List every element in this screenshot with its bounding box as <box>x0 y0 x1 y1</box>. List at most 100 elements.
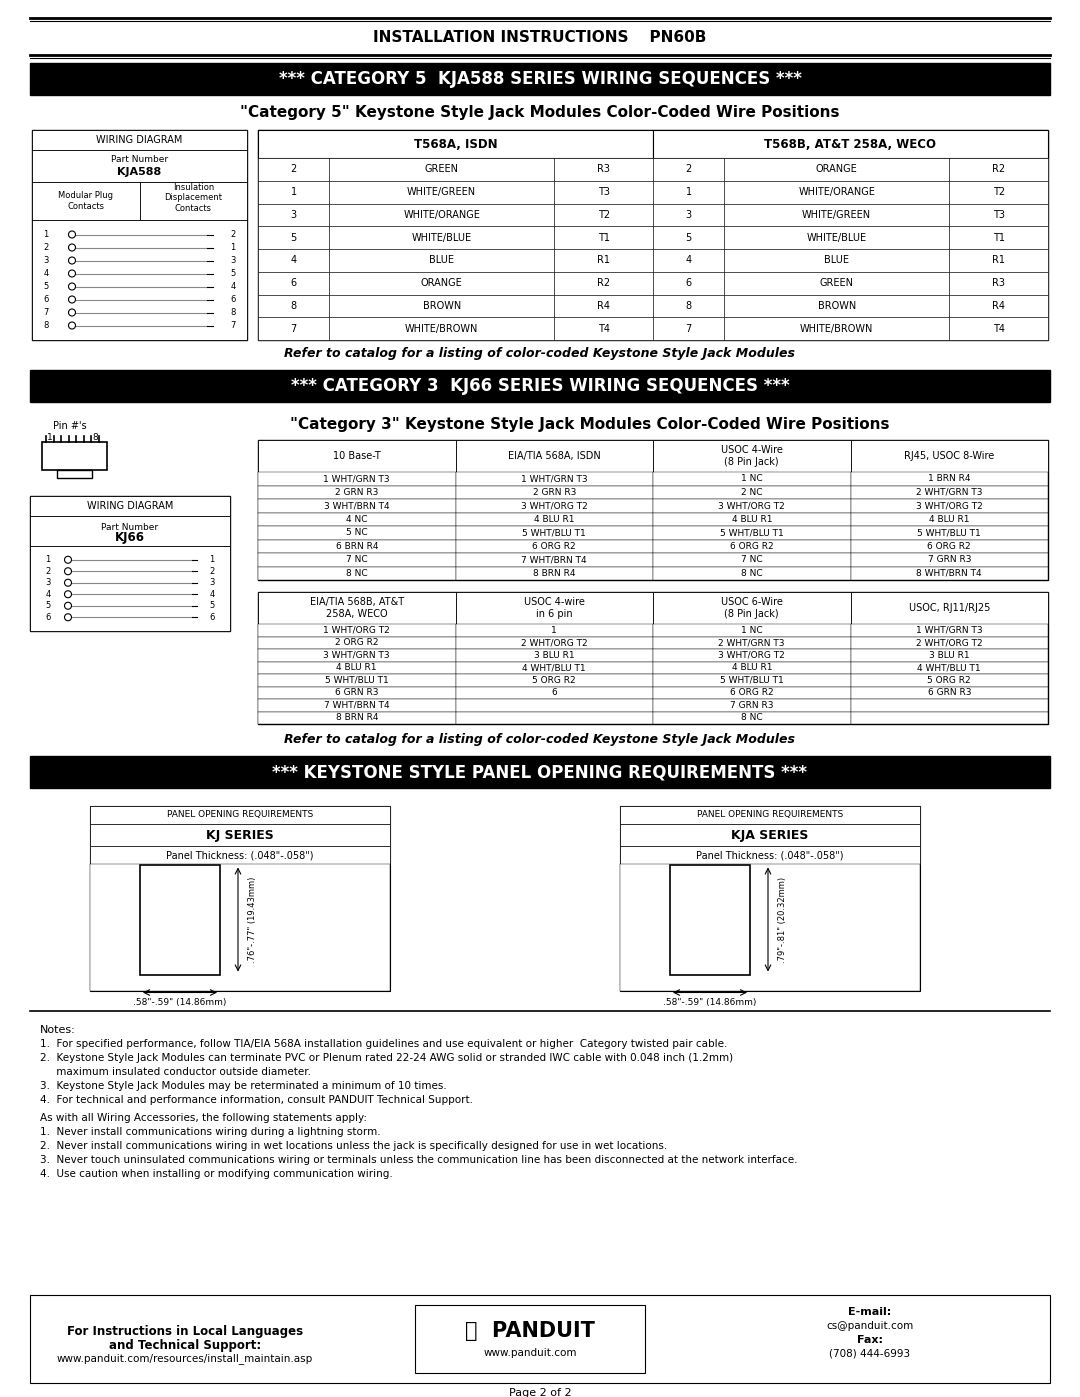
Text: 3 WHT/ORG T2: 3 WHT/ORG T2 <box>718 651 785 659</box>
Bar <box>554 272 653 295</box>
Bar <box>329 180 554 204</box>
Text: 5 ORG R2: 5 ORG R2 <box>532 676 576 685</box>
Text: 1: 1 <box>43 231 49 239</box>
Text: 6: 6 <box>686 278 691 288</box>
Text: EIA/TIA 568A, ISDN: EIA/TIA 568A, ISDN <box>508 451 600 461</box>
Text: 1 NC: 1 NC <box>741 626 762 634</box>
Text: R1: R1 <box>993 256 1005 265</box>
Text: www.panduit.com/resources/install_maintain.asp: www.panduit.com/resources/install_mainta… <box>57 1354 313 1363</box>
Bar <box>32 149 247 182</box>
Bar <box>653 686 851 698</box>
Text: 4 NC: 4 NC <box>346 514 367 524</box>
Text: 5 WHT/BLU T1: 5 WHT/BLU T1 <box>917 528 981 538</box>
Text: 1: 1 <box>686 187 691 197</box>
Text: 4 WHT/BLU T1: 4 WHT/BLU T1 <box>523 664 586 672</box>
Text: 7 GRN R3: 7 GRN R3 <box>730 701 773 710</box>
Text: 1: 1 <box>45 555 51 564</box>
Text: As with all Wiring Accessories, the following statements apply:: As with all Wiring Accessories, the foll… <box>40 1113 367 1123</box>
Text: *** CATEGORY 3  KJ66 SERIES WIRING SEQUENCES ***: *** CATEGORY 3 KJ66 SERIES WIRING SEQUEN… <box>291 377 789 395</box>
Bar <box>949 204 1048 226</box>
Bar <box>258 295 329 317</box>
Text: 2: 2 <box>210 567 215 576</box>
Text: RJ45, USOC 8-Wire: RJ45, USOC 8-Wire <box>904 451 995 461</box>
Bar <box>258 513 456 527</box>
Bar <box>724 204 949 226</box>
Text: 1 NC: 1 NC <box>741 474 762 483</box>
Text: 7: 7 <box>43 307 49 317</box>
Bar <box>851 567 1048 580</box>
Text: GREEN: GREEN <box>820 278 853 288</box>
Bar <box>258 686 456 698</box>
Text: .76"-.77" (19.43mm): .76"-.77" (19.43mm) <box>247 876 257 963</box>
Bar <box>851 486 1048 499</box>
Bar <box>258 272 329 295</box>
Text: 1 WHT/GRN T3: 1 WHT/GRN T3 <box>323 474 390 483</box>
Bar <box>653 650 851 662</box>
Text: 4 BLU R1: 4 BLU R1 <box>731 664 772 672</box>
Text: 6 GRN R3: 6 GRN R3 <box>335 689 378 697</box>
Bar <box>57 469 92 478</box>
Bar <box>456 567 653 580</box>
Bar <box>949 249 1048 272</box>
Text: Refer to catalog for a listing of color-coded Keystone Style Jack Modules: Refer to catalog for a listing of color-… <box>284 733 796 746</box>
Text: 2: 2 <box>291 165 297 175</box>
Bar <box>653 513 851 527</box>
Bar <box>456 472 653 486</box>
Bar <box>258 592 456 624</box>
Bar <box>415 1305 645 1373</box>
Bar <box>724 249 949 272</box>
Bar <box>456 440 653 472</box>
Text: 5: 5 <box>210 601 215 610</box>
Text: 2.  Never install communications wiring in wet locations unless the jack is spec: 2. Never install communications wiring i… <box>40 1141 667 1151</box>
Bar <box>724 226 949 249</box>
Bar <box>42 441 107 469</box>
Bar <box>456 686 653 698</box>
Bar <box>258 180 329 204</box>
Text: 8 NC: 8 NC <box>346 569 367 578</box>
Bar <box>653 486 851 499</box>
Text: 2: 2 <box>43 243 49 251</box>
Text: 8: 8 <box>92 433 98 443</box>
Text: KJ SERIES: KJ SERIES <box>206 828 274 841</box>
Bar <box>258 440 456 472</box>
Text: 4.  Use caution when installing or modifying communication wiring.: 4. Use caution when installing or modify… <box>40 1169 393 1179</box>
Text: 3: 3 <box>291 210 297 219</box>
Text: 1.  For specified performance, follow TIA/EIA 568A installation guidelines and u: 1. For specified performance, follow TIA… <box>40 1039 727 1049</box>
Bar <box>653 317 724 339</box>
Text: 2 WHT/GRN T3: 2 WHT/GRN T3 <box>718 638 785 647</box>
Text: 6 ORG R2: 6 ORG R2 <box>730 689 773 697</box>
Text: 1 WHT/ORG T2: 1 WHT/ORG T2 <box>323 626 390 634</box>
Text: 6 ORG R2: 6 ORG R2 <box>928 542 971 550</box>
Text: 4 BLU R1: 4 BLU R1 <box>534 514 575 524</box>
Bar <box>620 824 920 847</box>
Text: 3 WHT/GRN T3: 3 WHT/GRN T3 <box>323 651 390 659</box>
Bar <box>258 226 329 249</box>
Text: USOC 4-Wire
(8 Pin Jack): USOC 4-Wire (8 Pin Jack) <box>720 446 783 467</box>
Text: WHITE/GREEN: WHITE/GREEN <box>407 187 476 197</box>
Text: Panel Thickness: (.048"-.058"): Panel Thickness: (.048"-.058") <box>166 849 314 861</box>
Bar <box>90 824 390 847</box>
Bar <box>653 158 724 180</box>
Text: T1: T1 <box>597 233 609 243</box>
Bar <box>329 158 554 180</box>
Text: 4: 4 <box>210 590 215 599</box>
Text: WHITE/BROWN: WHITE/BROWN <box>405 324 478 334</box>
Bar <box>258 711 456 724</box>
Text: T3: T3 <box>597 187 609 197</box>
Text: 3: 3 <box>45 578 51 587</box>
Text: WHITE/BLUE: WHITE/BLUE <box>807 233 867 243</box>
Text: 7 NC: 7 NC <box>346 555 367 564</box>
Bar <box>258 624 456 637</box>
Text: 6 GRN R3: 6 GRN R3 <box>928 689 971 697</box>
Bar <box>653 711 851 724</box>
Text: 6: 6 <box>45 613 51 622</box>
Text: Modular Plug
Contacts: Modular Plug Contacts <box>58 191 113 211</box>
Bar <box>653 204 724 226</box>
Bar <box>851 513 1048 527</box>
Text: 3 BLU R1: 3 BLU R1 <box>534 651 575 659</box>
Text: 6 ORG R2: 6 ORG R2 <box>532 542 576 550</box>
Text: 7: 7 <box>686 324 691 334</box>
Bar <box>456 698 653 711</box>
Text: 1: 1 <box>552 626 557 634</box>
Bar <box>258 527 456 539</box>
